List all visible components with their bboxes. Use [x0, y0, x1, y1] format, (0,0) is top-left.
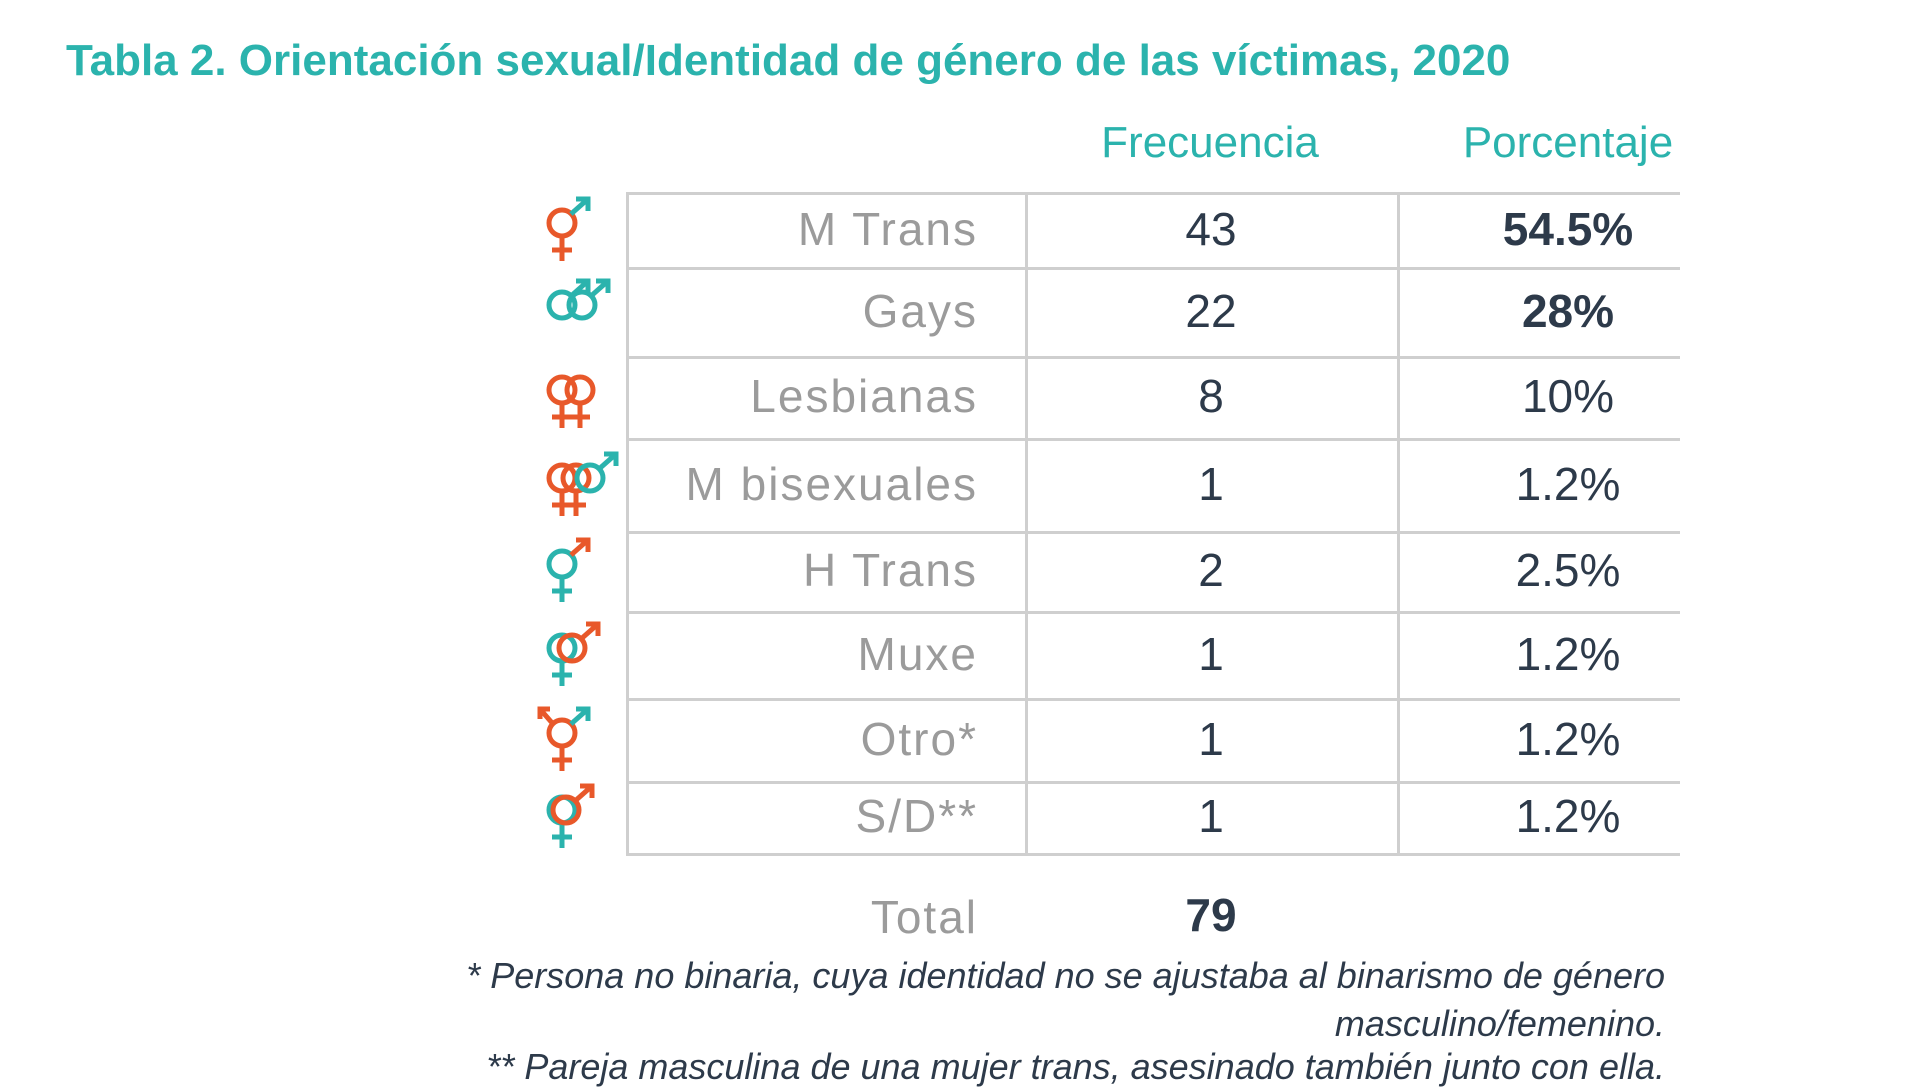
percentage: 1.2% [1515, 712, 1621, 765]
frequency: 43 [1185, 202, 1237, 255]
row-label: Muxe [857, 627, 978, 680]
percentage: 10% [1521, 370, 1615, 422]
frequency: 8 [1198, 370, 1224, 422]
footnote: ** Pareja masculina de una mujer trans, … [486, 1046, 1665, 1087]
frequency: 2 [1198, 544, 1224, 596]
column-header: Porcentaje [1462, 118, 1674, 167]
row-line [626, 438, 1680, 441]
row-line [626, 698, 1680, 701]
title: Tabla 2. Orientación sexual/Identidad de… [66, 36, 1511, 85]
column-line [1025, 192, 1028, 856]
percentage: 28% [1521, 284, 1615, 337]
row-label: M Trans [797, 202, 978, 255]
percentage: 1.2% [1515, 790, 1621, 842]
row-line [626, 853, 1680, 856]
total-label: Total [870, 891, 978, 943]
row-line [626, 611, 1680, 614]
gender-icon [546, 537, 591, 602]
row-line [626, 267, 1680, 270]
column-header: Frecuencia [1101, 118, 1319, 167]
gender-icon [546, 451, 619, 516]
row-label: Otro* [860, 712, 978, 765]
footnote: * Persona no binaria, cuya identidad no … [466, 955, 1665, 1044]
total-value: 79 [1185, 889, 1237, 941]
row-label: Lesbianas [750, 370, 978, 422]
column-line [626, 192, 629, 856]
percentage: 2.5% [1515, 544, 1621, 596]
row-line [626, 356, 1680, 359]
gender-icon [546, 196, 591, 261]
row-label: M bisexuales [685, 457, 978, 510]
frequency: 1 [1198, 627, 1224, 680]
row-label: S/D** [855, 790, 978, 842]
gender-icon [546, 374, 596, 428]
row-line [626, 531, 1680, 534]
gender-icon [546, 278, 611, 320]
frequency: 1 [1198, 457, 1224, 510]
percentage: 1.2% [1515, 457, 1621, 510]
frequency: 1 [1198, 790, 1224, 842]
frequency: 22 [1185, 284, 1237, 337]
row-label: Gays [862, 284, 978, 337]
gender-icon [546, 783, 595, 848]
row-label: H Trans [802, 544, 978, 596]
percentage: 1.2% [1515, 627, 1621, 680]
row-line [626, 781, 1680, 784]
row-line [626, 192, 1680, 195]
percentage: 54.5% [1502, 202, 1634, 255]
frequency: 1 [1198, 712, 1224, 765]
gender-icon [537, 706, 591, 771]
column-line [1397, 192, 1400, 856]
gender-icon [546, 621, 601, 686]
